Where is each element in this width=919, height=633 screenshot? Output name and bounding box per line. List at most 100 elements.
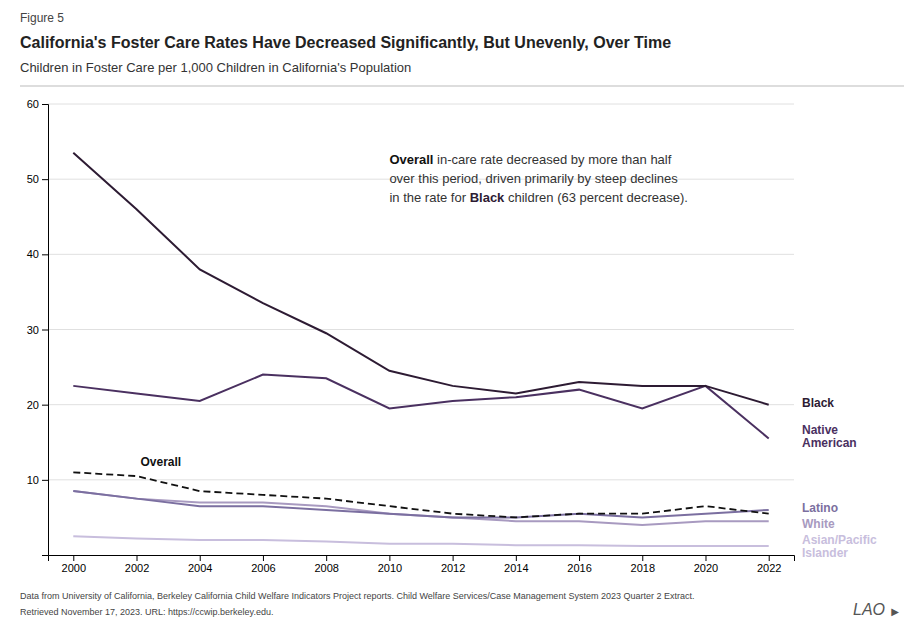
grid-line bbox=[48, 479, 794, 480]
annotation-part: rate bbox=[480, 152, 502, 167]
x-tick: 2006 bbox=[251, 555, 275, 574]
y-tick-label: 20 bbox=[27, 399, 39, 411]
y-tick-mark bbox=[42, 254, 48, 255]
x-tick-mark bbox=[705, 555, 706, 561]
grid-line bbox=[48, 254, 794, 255]
annotation-text: over this period, driven primarily by st… bbox=[389, 171, 678, 186]
annotation-part: in-care bbox=[437, 152, 477, 167]
annotation-part: half bbox=[650, 152, 671, 167]
annotation-part: than bbox=[621, 152, 646, 167]
series-label-line: Latino bbox=[802, 501, 838, 515]
annotation-part: percent bbox=[580, 190, 624, 205]
x-tick-mark bbox=[137, 555, 138, 561]
x-tick: 2012 bbox=[441, 555, 465, 574]
x-tick-label: 2020 bbox=[694, 562, 718, 574]
x-tick-label: 2002 bbox=[125, 562, 149, 574]
annotation-part: children bbox=[508, 190, 554, 205]
chart-container: Figure 5 California's Foster Care Rates H… bbox=[0, 0, 919, 633]
y-axis-line bbox=[42, 105, 49, 556]
annotation: Overall in-care rate decreased by more t… bbox=[389, 152, 688, 205]
x-tick-label: 2014 bbox=[504, 562, 528, 574]
figure-label: Figure 5 bbox=[20, 11, 64, 25]
x-tick-mark bbox=[579, 555, 580, 561]
series-line bbox=[73, 491, 768, 517]
x-tick-mark bbox=[389, 555, 390, 561]
lines bbox=[73, 153, 768, 546]
annotation-part: more bbox=[588, 152, 618, 167]
series-line bbox=[73, 375, 768, 439]
series-label: Asian/PacificIslander bbox=[802, 533, 877, 560]
y-tick-label: 40 bbox=[27, 248, 39, 260]
series-labels: Overall Black NativeAmerican Latino White Asi… bbox=[141, 396, 878, 560]
x-tick: 2008 bbox=[314, 555, 338, 574]
annotation-part: Overall bbox=[389, 152, 433, 167]
x-tick: 2020 bbox=[694, 555, 718, 574]
x-tick-label: 2018 bbox=[631, 562, 655, 574]
x-tick-mark bbox=[200, 555, 201, 561]
x-tick: 2018 bbox=[631, 555, 655, 574]
series-label-line: Black bbox=[802, 396, 834, 410]
y-tick-label: 50 bbox=[27, 173, 39, 185]
x-tick-mark bbox=[326, 555, 327, 561]
series-line bbox=[73, 153, 768, 405]
x-tick-label: 2004 bbox=[188, 562, 212, 574]
logo-arrow: ▶ bbox=[891, 606, 899, 617]
x-tick-label: 2008 bbox=[314, 562, 338, 574]
annotation-part: by bbox=[571, 152, 585, 167]
y-tick-mark bbox=[42, 405, 48, 406]
annotation-part: (63 bbox=[557, 190, 576, 205]
footer: Retrieved November 17, 2023. URL: https:… bbox=[20, 607, 273, 617]
y-tick: 30 bbox=[27, 324, 48, 336]
series-line bbox=[73, 491, 768, 525]
series-label-line: Native bbox=[802, 423, 838, 437]
x-tick: 2000 bbox=[62, 555, 86, 574]
annotation-text: Overall in-care rate decreased by more t… bbox=[389, 152, 671, 167]
x-tick: 2014 bbox=[504, 555, 528, 574]
subtitle: Children in Foster Care per 1,000 Childr… bbox=[20, 60, 411, 75]
separator bbox=[20, 86, 904, 87]
x-axis: 2000200220042006200820102012201420162018… bbox=[49, 555, 795, 574]
y-tick-label: 30 bbox=[27, 324, 39, 336]
x-tick-label: 2006 bbox=[251, 562, 275, 574]
x-tick-mark bbox=[642, 555, 643, 561]
x-axis-line bbox=[49, 556, 795, 562]
y-tick: 10 bbox=[27, 474, 48, 486]
annotation-part: period, bbox=[442, 171, 482, 186]
annotation-part: by bbox=[577, 171, 591, 186]
series-label-line: American bbox=[802, 436, 857, 450]
x-tick-label: 2012 bbox=[441, 562, 465, 574]
logo-text: LAO bbox=[853, 601, 885, 618]
annotation-part: over bbox=[389, 171, 415, 186]
series-label-line: White bbox=[802, 517, 835, 531]
series-label: Latino bbox=[802, 501, 838, 515]
series-line bbox=[73, 472, 768, 517]
x-tick: 2004 bbox=[188, 555, 212, 574]
series-label: White bbox=[802, 517, 835, 531]
x-tick-mark bbox=[769, 555, 770, 561]
series-label-line: Islander bbox=[802, 546, 848, 560]
series-label: Overall bbox=[141, 455, 182, 469]
x-tick-label: 2010 bbox=[378, 562, 402, 574]
annotation-part: driven bbox=[486, 171, 521, 186]
x-tick-label: 2022 bbox=[757, 562, 781, 574]
series-line bbox=[73, 536, 768, 546]
x-tick: 2022 bbox=[757, 555, 781, 574]
x-tick-mark bbox=[453, 555, 454, 561]
y-axis: 10 20 30 40 50 60 bbox=[27, 98, 49, 555]
y-tick: 50 bbox=[27, 173, 48, 185]
annotation-part: declines bbox=[630, 171, 678, 186]
footer: Data from University of California, Berk… bbox=[20, 591, 694, 601]
x-tick-mark bbox=[516, 555, 517, 561]
annotation-part: this bbox=[418, 171, 439, 186]
annotation-part: primarily bbox=[525, 171, 575, 186]
y-tick-label: 10 bbox=[27, 474, 39, 486]
chart-svg: Figure 5 California's Foster Care Rates H… bbox=[0, 0, 919, 633]
series-label: Black bbox=[802, 396, 834, 410]
y-tick: 40 bbox=[27, 248, 48, 260]
title: California's Foster Care Rates Have Decr… bbox=[20, 34, 671, 51]
annotation-part: in bbox=[389, 190, 399, 205]
x-tick-mark bbox=[263, 555, 264, 561]
y-tick-mark bbox=[42, 104, 48, 105]
y-tick: 60 bbox=[27, 98, 48, 110]
annotation-part: decrease). bbox=[627, 190, 688, 205]
